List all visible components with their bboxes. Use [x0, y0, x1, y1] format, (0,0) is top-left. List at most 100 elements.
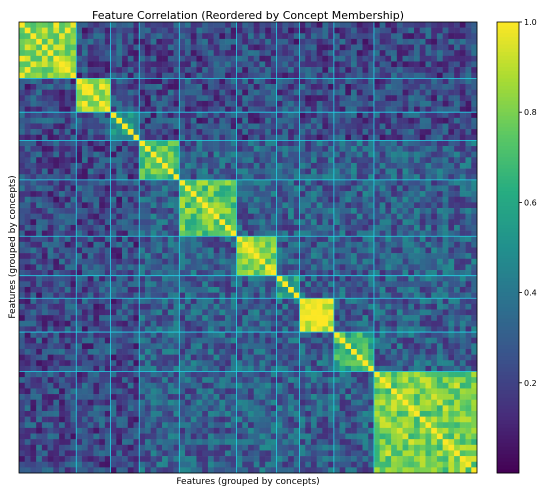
heatmap-cell: [47, 112, 54, 119]
heatmap-cell: [448, 270, 455, 276]
heatmap-cell: [207, 348, 214, 355]
heatmap-cell: [36, 162, 43, 169]
heatmap-cell: [53, 179, 60, 186]
heatmap-cell: [362, 326, 369, 333]
heatmap-cell: [162, 309, 169, 316]
heatmap-cell: [379, 213, 386, 220]
heatmap-cell: [419, 247, 426, 254]
heatmap-cell: [150, 247, 157, 254]
heatmap-cell: [402, 55, 409, 62]
heatmap-cell: [414, 78, 421, 85]
heatmap-cell: [225, 224, 232, 231]
heatmap-cell: [310, 67, 317, 74]
heatmap-cell: [454, 275, 461, 282]
heatmap-cell: [248, 264, 255, 271]
heatmap-cell: [368, 292, 375, 299]
heatmap-cell: [81, 151, 88, 158]
heatmap-cell: [30, 38, 37, 45]
heatmap-cell: [127, 354, 134, 361]
heatmap-cell: [93, 365, 100, 372]
heatmap-cell: [236, 298, 243, 305]
heatmap-cell: [465, 89, 472, 96]
heatmap-cell: [293, 360, 300, 367]
heatmap-cell: [70, 72, 77, 79]
heatmap-cell: [156, 129, 163, 136]
heatmap-cell: [70, 241, 77, 248]
heatmap-cell: [305, 292, 312, 299]
heatmap-cell: [299, 343, 306, 350]
heatmap-cell: [276, 33, 283, 40]
heatmap-cell: [242, 230, 249, 237]
heatmap-cell: [322, 213, 329, 220]
heatmap-cell: [265, 320, 272, 327]
heatmap-cell: [419, 275, 426, 282]
heatmap-cell: [414, 174, 421, 181]
heatmap-cell: [339, 264, 346, 271]
heatmap-cell: [391, 44, 398, 51]
heatmap-cell: [81, 202, 88, 209]
heatmap-cell: [288, 129, 295, 136]
heatmap-cell: [207, 224, 214, 231]
heatmap-cell: [230, 38, 237, 45]
heatmap-cell: [53, 146, 60, 152]
heatmap-cell: [225, 140, 232, 147]
heatmap-cell: [345, 332, 352, 338]
heatmap-cell: [431, 264, 438, 271]
heatmap-cell: [59, 78, 66, 85]
heatmap-cell: [162, 343, 169, 350]
heatmap-cell: [442, 332, 449, 338]
heatmap-cell: [299, 213, 306, 220]
heatmap-cell: [282, 253, 289, 260]
heatmap-cell: [454, 146, 461, 152]
heatmap-cell: [322, 208, 329, 214]
heatmap-cell: [431, 33, 438, 40]
heatmap-cell: [150, 219, 157, 226]
heatmap-cell: [236, 84, 243, 90]
heatmap-cell: [225, 106, 232, 113]
heatmap-cell: [368, 286, 375, 293]
heatmap-cell: [385, 309, 392, 316]
heatmap-cell: [53, 292, 60, 299]
heatmap-cell: [47, 191, 54, 198]
heatmap-cell: [448, 253, 455, 260]
heatmap-cell: [345, 208, 352, 214]
heatmap-cell: [173, 84, 180, 90]
heatmap-cell: [144, 123, 151, 130]
heatmap-cell: [316, 332, 323, 338]
heatmap-cell: [448, 202, 455, 209]
heatmap-cell: [36, 348, 43, 355]
heatmap-cell: [333, 123, 340, 130]
heatmap-cell: [373, 241, 380, 248]
heatmap-cell: [305, 134, 312, 141]
heatmap-cell: [207, 371, 214, 378]
heatmap-cell: [173, 332, 180, 338]
heatmap-cell: [185, 185, 192, 192]
heatmap-cell: [150, 275, 157, 282]
heatmap-cell: [230, 270, 237, 276]
heatmap-cell: [253, 185, 260, 192]
heatmap-cell: [408, 174, 415, 181]
heatmap-cell: [81, 123, 88, 130]
heatmap-cell: [139, 191, 146, 198]
heatmap-cell: [236, 360, 243, 367]
heatmap-cell: [288, 123, 295, 130]
heatmap-cell: [133, 89, 140, 96]
heatmap-cell: [179, 253, 186, 260]
heatmap-cell: [196, 185, 203, 192]
heatmap-cell: [471, 208, 478, 214]
heatmap-cell: [162, 134, 169, 141]
heatmap-cell: [253, 89, 260, 96]
heatmap-cell: [293, 236, 300, 243]
heatmap-cell: [270, 140, 277, 147]
heatmap-cell: [70, 343, 77, 350]
heatmap-cell: [310, 27, 317, 34]
heatmap-cell: [425, 202, 432, 209]
heatmap-cell: [259, 270, 266, 276]
heatmap-cell: [162, 140, 169, 147]
heatmap-cell: [99, 22, 106, 28]
heatmap-cell: [104, 129, 111, 136]
heatmap-cell: [202, 117, 209, 124]
heatmap-cell: [442, 292, 449, 299]
heatmap-cell: [276, 219, 283, 226]
heatmap-cell: [150, 134, 157, 141]
